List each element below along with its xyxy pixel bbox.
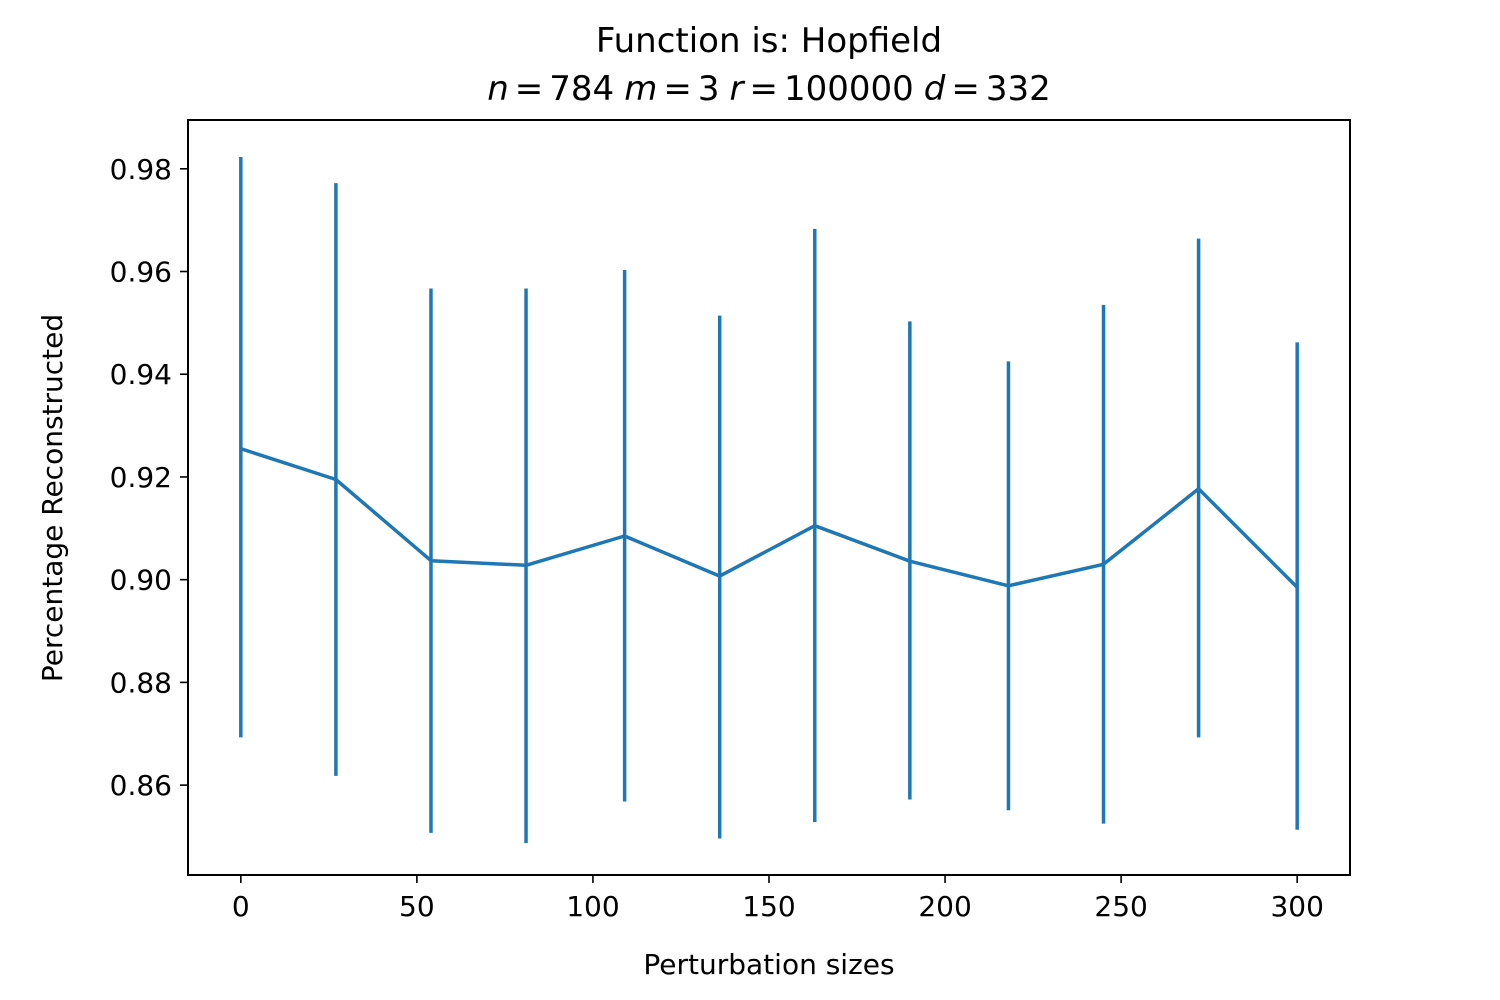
x-tick-label: 150 — [742, 890, 795, 923]
x-tick-label: 200 — [918, 890, 971, 923]
y-tick-label: 0.92 — [110, 461, 172, 494]
data-point — [1197, 487, 1201, 491]
data-point — [239, 447, 243, 451]
subtitle-var-r: r — [729, 69, 745, 109]
subtitle-val-n: 784 — [549, 69, 614, 109]
data-point — [718, 574, 722, 578]
data-point — [1102, 562, 1106, 566]
subtitle-var-m: m — [624, 69, 657, 109]
x-tick-label: 0 — [232, 890, 250, 923]
y-tick-label: 0.98 — [110, 153, 172, 186]
x-axis-ticks: 0 50 100 150 200 250 300 — [232, 875, 1324, 923]
y-tick-label: 0.86 — [110, 769, 172, 802]
x-tick-label: 50 — [399, 890, 435, 923]
y-axis-ticks: 0.86 0.88 0.90 0.92 0.94 0.96 0.98 — [110, 153, 188, 802]
x-axis-label: Perturbation sizes — [643, 948, 894, 981]
subtitle-var-n: n — [487, 69, 509, 109]
y-tick-label: 0.96 — [110, 256, 172, 289]
data-point — [813, 524, 817, 528]
plot-frame — [187, 119, 1351, 876]
y-tick-label: 0.88 — [110, 666, 172, 699]
data-point — [623, 534, 627, 538]
subtitle-eq-4: = — [951, 69, 980, 109]
subtitle-val-r: 100000 — [784, 69, 914, 109]
data-point — [524, 563, 528, 567]
plot-marks — [239, 156, 1299, 844]
subtitle-val-d: 332 — [986, 69, 1051, 109]
subtitle-eq-2: = — [663, 69, 692, 109]
subtitle-var-d: d — [924, 69, 946, 109]
x-tick-label: 300 — [1270, 890, 1323, 923]
mean-line — [240, 447, 1299, 589]
data-point — [1006, 584, 1010, 588]
data-point — [1295, 585, 1299, 589]
data-point — [429, 559, 433, 563]
data-point — [334, 478, 338, 482]
subtitle-val-m: 3 — [698, 69, 720, 109]
x-tick-label: 100 — [566, 890, 619, 923]
y-tick-label: 0.94 — [110, 358, 172, 391]
x-tick-label: 250 — [1094, 890, 1147, 923]
chart-title: Function is: Hopfield — [596, 21, 942, 61]
y-axis-label: Percentage Reconstructed — [36, 314, 69, 682]
chart-subtitle: n = 784 m = 3 r = 100000 d = 332 — [487, 69, 1051, 109]
data-point — [908, 559, 912, 563]
subtitle-eq-3: = — [749, 69, 778, 109]
y-tick-label: 0.90 — [110, 564, 172, 597]
subtitle-eq-1: = — [515, 69, 544, 109]
